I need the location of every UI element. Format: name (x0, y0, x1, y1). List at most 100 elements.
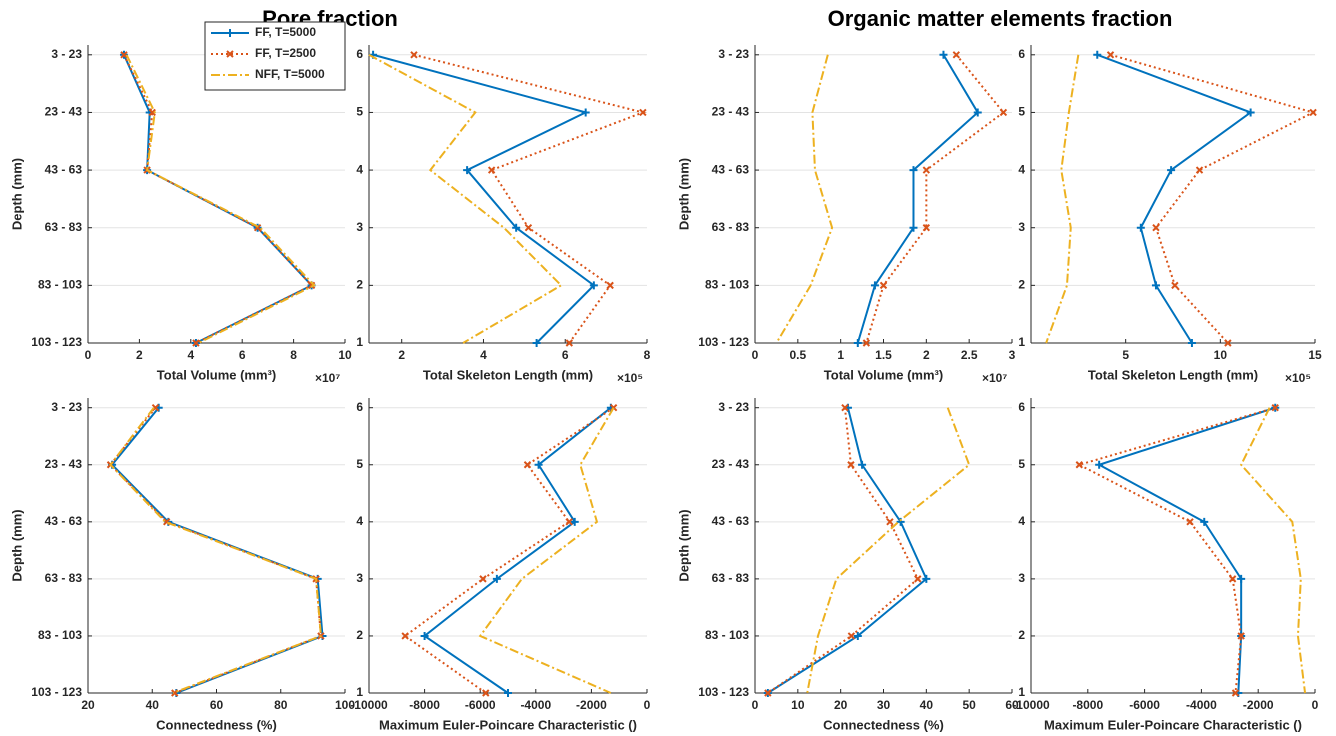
series-line (1045, 54, 1080, 344)
marker (847, 632, 856, 640)
x-tick-label: 2.5 (961, 348, 978, 362)
x-tick-label: 4 (480, 348, 487, 362)
y-tick-label: 1 (1018, 335, 1025, 349)
marker (1171, 281, 1179, 290)
marker (120, 51, 128, 59)
marker (1200, 517, 1209, 526)
series-line (1239, 407, 1307, 694)
x-tick-label: 10 (1214, 348, 1228, 362)
marker (1309, 108, 1317, 117)
marker (1136, 223, 1145, 232)
marker (1167, 166, 1176, 175)
x-tick-label: 3 (1009, 348, 1016, 362)
panel: 1 2 3 4 5 6 5 10 15 Total Skeleton Length (mm) ×10… (1018, 45, 1322, 385)
series-line (767, 407, 928, 694)
y-tick-label: 3 (356, 571, 363, 585)
marker (504, 689, 512, 697)
y-tick-label: 2 (356, 628, 363, 642)
marker (1228, 575, 1237, 583)
x-axis-label: Total Volume (mm³) (157, 367, 276, 382)
x-tick-label: -8000 (1072, 698, 1103, 712)
marker (886, 518, 894, 526)
x-tick-label: -2000 (1243, 698, 1274, 712)
marker (401, 632, 409, 640)
panel: 3 - 23 23 - 43 43 - 63 63 - 83 83 - 103 103 -… (676, 398, 1019, 732)
x-tick-label: 10 (338, 348, 352, 362)
y-tick-label: 103 - 123 (698, 335, 749, 349)
marker (1186, 518, 1194, 526)
marker (841, 403, 849, 412)
y-axis-label: Depth (mm) (676, 158, 691, 230)
x-tick-label: 50 (962, 698, 976, 712)
marker (909, 166, 918, 175)
marker (639, 108, 647, 117)
x-exponent: ×10⁵ (617, 371, 643, 385)
marker (853, 631, 862, 640)
series-line (865, 54, 1005, 344)
marker (1095, 460, 1104, 469)
panel: 3 - 23 23 - 43 43 - 63 63 - 83 83 - 103 103 -… (9, 398, 355, 732)
y-tick-label: 1 (356, 685, 363, 699)
series-line (372, 53, 596, 344)
y-axis-label: Depth (mm) (9, 509, 24, 581)
series-line (109, 407, 322, 694)
y-tick-label: 4 (356, 162, 363, 176)
marker (482, 689, 490, 697)
x-tick-label: 40 (146, 698, 160, 712)
series-line (422, 406, 612, 694)
marker (879, 281, 888, 290)
x-tick-label: -4000 (1186, 698, 1217, 712)
y-tick-label: 5 (1018, 457, 1025, 471)
marker (870, 281, 879, 290)
marker (581, 108, 590, 117)
legend-marker (226, 29, 234, 37)
y-tick-label: 1 (356, 335, 363, 349)
series-line (806, 407, 971, 694)
series-line (403, 406, 615, 694)
y-tick-label: 3 - 23 (718, 400, 749, 414)
y-tick-label: 6 (356, 400, 363, 414)
marker (606, 281, 614, 290)
section-title: Organic matter elements fraction (828, 6, 1173, 31)
x-axis-label: Maximum Euler-Poincare Characteristic () (1044, 717, 1302, 732)
y-tick-label: 6 (356, 47, 363, 61)
marker (570, 517, 579, 526)
marker (524, 224, 533, 232)
series-line (478, 407, 615, 694)
marker (1151, 281, 1160, 290)
x-tick-label: -10000 (350, 698, 388, 712)
marker (534, 460, 543, 469)
y-tick-label: 63 - 83 (712, 571, 750, 585)
y-tick-label: 6 (1018, 47, 1025, 61)
y-tick-label: 43 - 63 (712, 162, 750, 176)
x-axis-label: Total Skeleton Length (mm) (423, 367, 593, 382)
y-tick-label: 4 (1018, 162, 1025, 176)
x-axis-label: Connectedness (%) (156, 717, 277, 732)
x-tick-label: -6000 (1129, 698, 1160, 712)
marker (479, 575, 487, 583)
marker (410, 51, 418, 59)
legend-label: FF, T=5000 (255, 25, 316, 39)
y-tick-label: 2 (1018, 278, 1025, 292)
x-tick-label: -6000 (465, 698, 496, 712)
y-tick-label: 4 (356, 514, 363, 528)
y-tick-label: 5 (356, 105, 363, 119)
y-tick-label: 3 (1018, 220, 1025, 234)
y-tick-label: 103 - 123 (31, 335, 82, 349)
y-tick-label: 6 (1018, 400, 1025, 414)
x-exponent: ×10⁷ (315, 371, 340, 385)
x-tick-label: 60 (1005, 698, 1019, 712)
x-tick-label: -2000 (576, 698, 607, 712)
marker (492, 574, 501, 583)
y-tick-label: 83 - 103 (705, 278, 749, 292)
marker (192, 339, 200, 347)
y-tick-label: 43 - 63 (45, 514, 83, 528)
panel: 1 2 3 4 5 6 -10000 -8000 -6000 -4000 -2000 0 Maximum… (1012, 398, 1319, 732)
x-tick-label: 8 (644, 348, 651, 362)
series-line (1096, 406, 1276, 694)
y-tick-label: 43 - 63 (45, 162, 83, 176)
y-tick-label: 3 (1018, 571, 1025, 585)
x-tick-label: 1.5 (875, 348, 892, 362)
x-tick-label: 60 (210, 698, 224, 712)
